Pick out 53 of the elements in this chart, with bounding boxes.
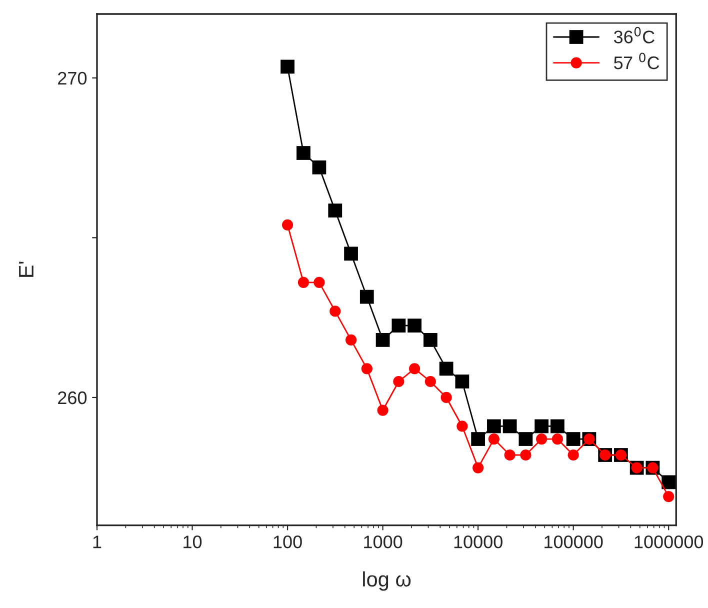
point [662,475,676,490]
point [282,219,294,230]
point [393,376,404,388]
point [456,420,468,432]
point [344,246,358,261]
point [486,419,501,434]
point [455,374,470,388]
point [471,432,486,446]
legend-label: 36$^{0}$C [614,26,654,44]
point [330,306,341,317]
point [392,318,406,333]
point [504,449,516,461]
point [361,363,372,374]
x-tick-label: 100 [274,536,302,548]
point [328,204,342,218]
x-tick-label: 10 [184,536,202,548]
point [423,333,438,347]
legend-label: 57 $^{0}$C [614,52,660,70]
point [376,333,390,347]
point [520,449,532,461]
point [566,432,580,446]
point [296,146,310,160]
point [345,334,357,346]
x-tick-label: 1 [93,536,102,548]
point [424,376,436,388]
point [298,276,310,288]
point [568,449,579,461]
point [440,392,452,404]
point [663,490,674,502]
point [534,419,549,434]
x-tick-label: 10000 [454,536,502,548]
point [550,419,564,434]
point [518,432,533,446]
point [280,60,294,74]
y-tick-label: 260 [58,391,87,404]
y-axis-title: E' [19,262,34,277]
point [408,318,422,333]
point [552,433,564,445]
x-tick-label: 1000000 [634,536,704,548]
point [312,160,326,174]
point [488,433,500,445]
point [536,433,548,445]
point [360,290,374,304]
point [314,276,325,288]
point [408,363,420,374]
x-tick-label: 100000 [544,536,603,548]
y-tick-label: 270 [58,72,87,85]
point [439,362,454,376]
point [502,419,517,434]
x-tick-label: 1000 [364,536,402,548]
x-axis-title: log ω [363,571,411,591]
point [377,404,388,416]
point [472,462,484,474]
